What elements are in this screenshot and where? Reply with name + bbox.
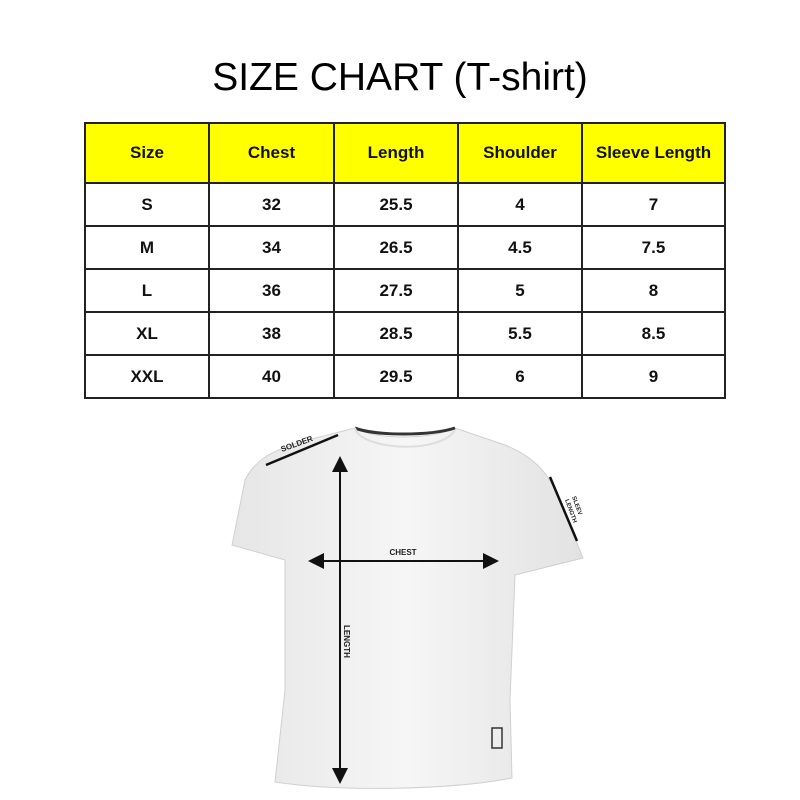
cell: 7.5 — [581, 225, 726, 270]
header-length: Length — [333, 122, 459, 184]
table-header-row: Size Chest Length Shoulder Sleeve Length — [84, 122, 726, 184]
cell: 34 — [208, 225, 335, 270]
tshirt-shape — [231, 427, 584, 789]
cell: 32 — [208, 182, 335, 227]
header-size: Size — [84, 122, 210, 184]
cell: XXL — [84, 354, 210, 399]
cell: 25.5 — [333, 182, 459, 227]
chest-label: CHEST — [389, 548, 416, 557]
tshirt-tag-icon — [491, 727, 503, 749]
cell: L — [84, 268, 210, 313]
table-row: XXL 40 29.5 6 9 — [84, 354, 726, 399]
tshirt-collar — [354, 426, 456, 436]
cell: 9 — [581, 354, 726, 399]
cell: XL — [84, 311, 210, 356]
table-row: XL 38 28.5 5.5 8.5 — [84, 311, 726, 356]
cell: M — [84, 225, 210, 270]
header-sleeve-length: Sleeve Length — [581, 122, 726, 184]
cell: 28.5 — [333, 311, 459, 356]
cell: 38 — [208, 311, 335, 356]
sleeve-measure-line — [548, 476, 579, 542]
table-row: S 32 25.5 4 7 — [84, 182, 726, 227]
page-title: SIZE CHART (T-shirt) — [212, 56, 588, 99]
table-row: L 36 27.5 5 8 — [84, 268, 726, 313]
cell: 8 — [581, 268, 726, 313]
header-chest: Chest — [208, 122, 335, 184]
cell: 36 — [208, 268, 335, 313]
cell: 6 — [457, 354, 583, 399]
cell: 4 — [457, 182, 583, 227]
cell: 40 — [208, 354, 335, 399]
shoulder-measure-line — [265, 433, 339, 467]
cell: 26.5 — [333, 225, 459, 270]
table-row: M 34 26.5 4.5 7.5 — [84, 225, 726, 270]
cell: 7 — [581, 182, 726, 227]
cell: 8.5 — [581, 311, 726, 356]
header-shoulder: Shoulder — [457, 122, 583, 184]
cell: 5 — [457, 268, 583, 313]
cell: 5.5 — [457, 311, 583, 356]
size-chart-table: Size Chest Length Shoulder Sleeve Length… — [84, 122, 726, 399]
cell: 29.5 — [333, 354, 459, 399]
cell: 4.5 — [457, 225, 583, 270]
cell: 27.5 — [333, 268, 459, 313]
cell: S — [84, 182, 210, 227]
length-label: LENGTH — [342, 625, 351, 658]
